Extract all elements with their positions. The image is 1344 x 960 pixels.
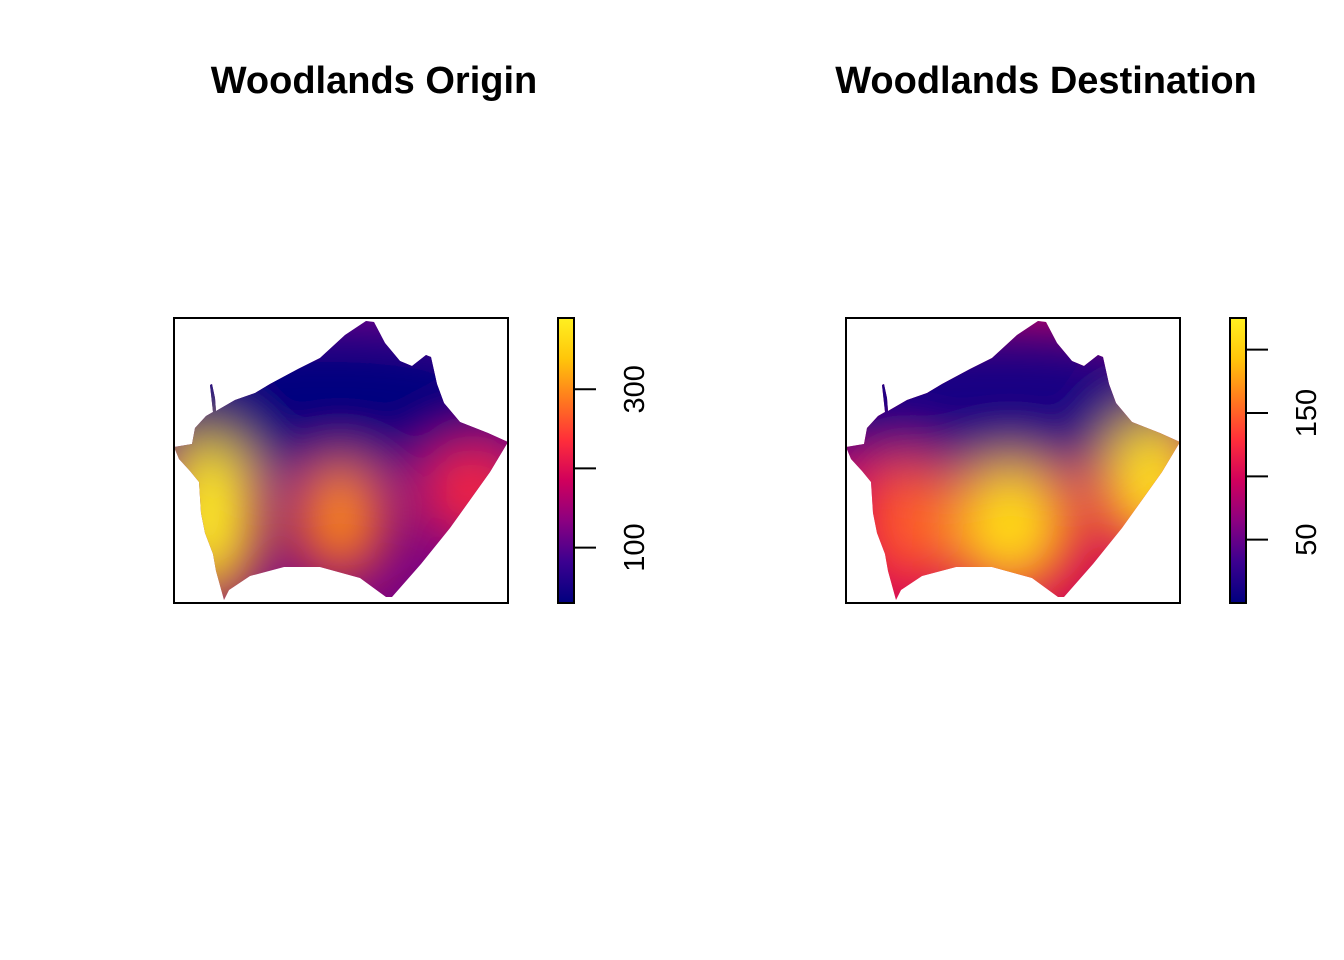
heatmap-hotspot: [432, 450, 508, 530]
heatmap-hotspot: [873, 465, 937, 575]
heatmap-hotspot: [1110, 425, 1180, 535]
heatmap-hotspot: [960, 470, 1060, 580]
colorbar-fill: [1230, 318, 1246, 603]
heatmap-field: [846, 321, 1180, 600]
panel-destination: Woodlands Destination 50 150: [835, 60, 1323, 604]
colorbar-tick-label: 300: [619, 365, 651, 413]
heatmap-hotspot: [174, 445, 248, 585]
colorbar-fill: [558, 318, 574, 603]
plot-frame: [173, 317, 509, 604]
heatmap-hotspot: [306, 470, 374, 566]
heatmap-field: [174, 321, 508, 600]
colorbar-tick-label: 100: [619, 523, 651, 571]
colorbar-tick-label: 50: [1291, 524, 1323, 556]
plot-frame: [845, 317, 1181, 604]
colorbar: 100 300: [557, 317, 651, 604]
chart-title: Woodlands Origin: [211, 60, 538, 102]
chart-title: Woodlands Destination: [835, 60, 1257, 102]
colorbar: 50 150: [1229, 317, 1323, 604]
colorbar-tick-label: 150: [1291, 389, 1323, 437]
panel-origin: Woodlands Origin 100 300: [173, 60, 651, 604]
